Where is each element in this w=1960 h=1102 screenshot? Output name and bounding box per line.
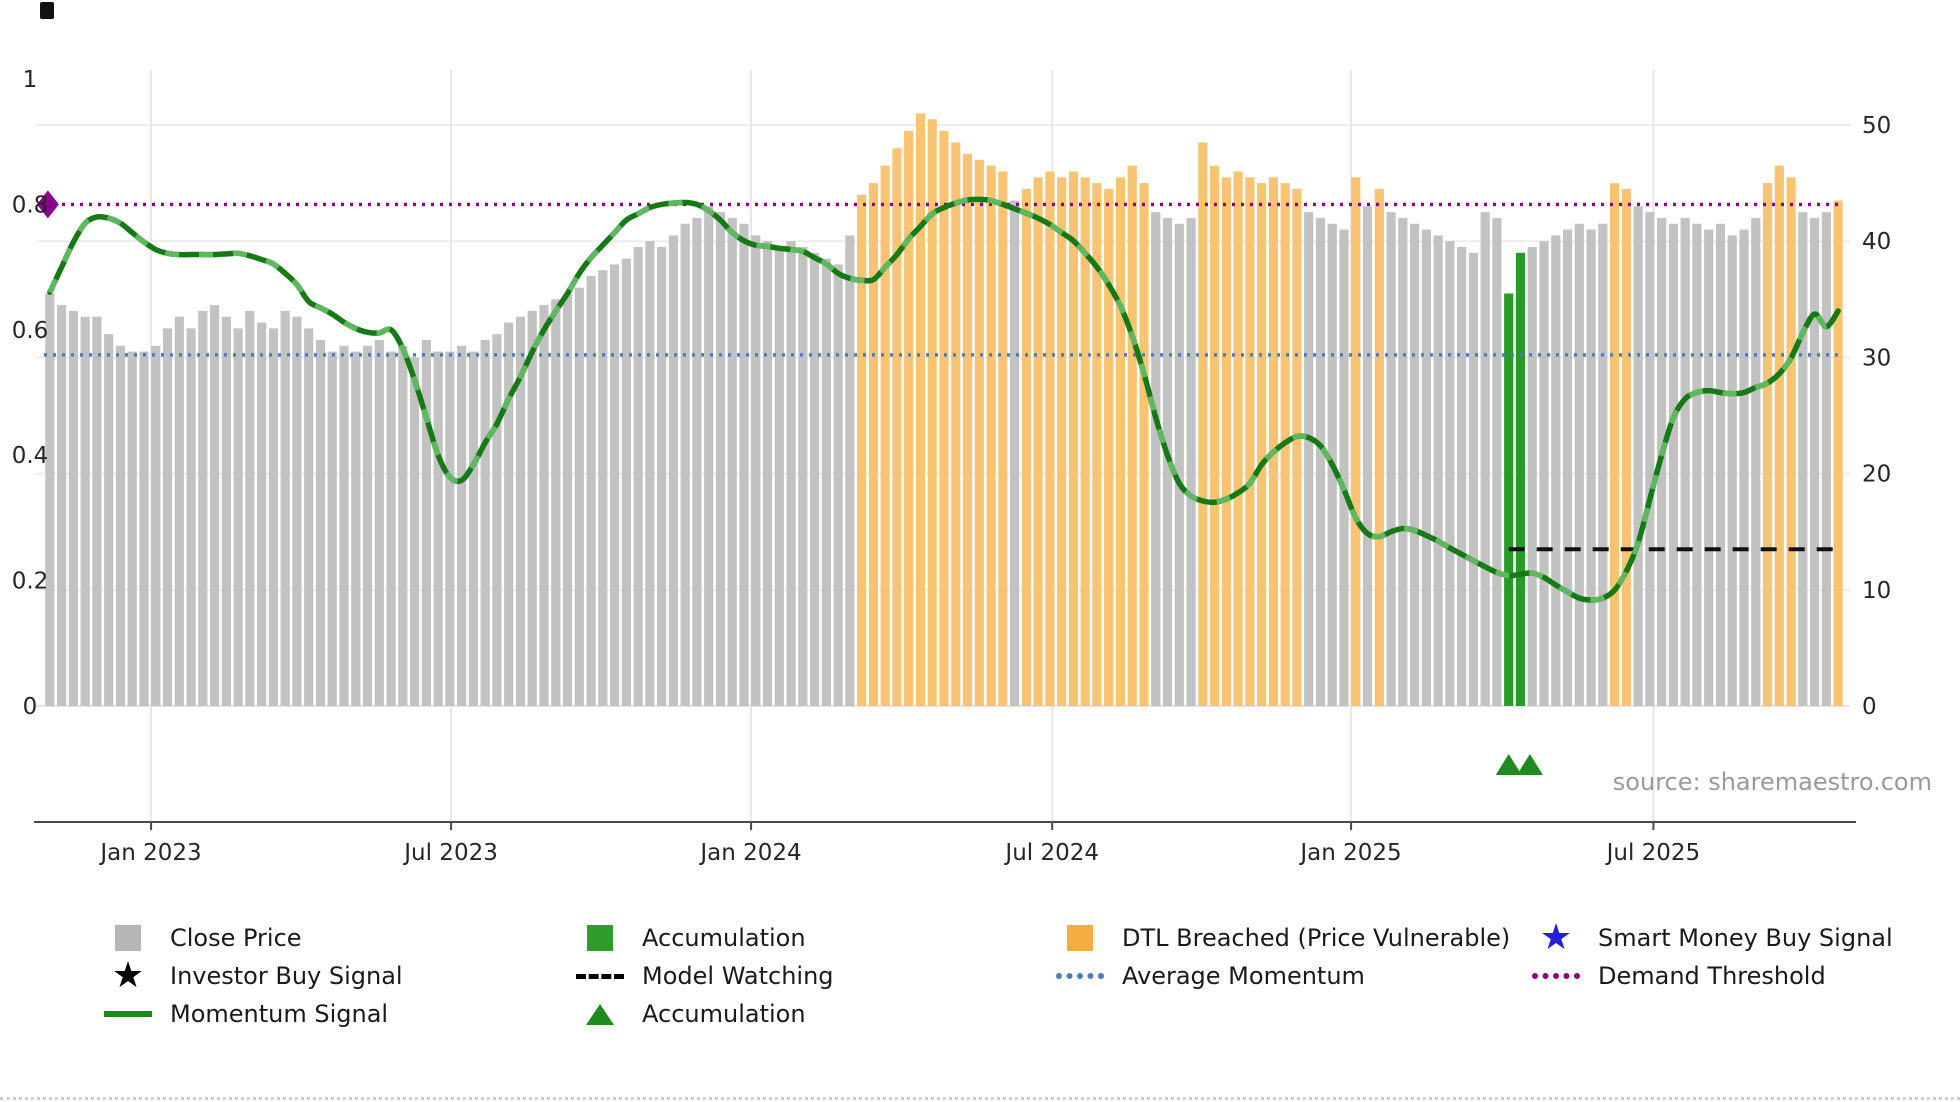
legend-label: Demand Threshold: [1598, 962, 1826, 990]
legend-item-model-watching: Model Watching: [572, 958, 834, 994]
svg-text:Jan 2024: Jan 2024: [698, 840, 801, 866]
svg-text:Jan 2025: Jan 2025: [1298, 840, 1401, 866]
svg-text:40: 40: [1862, 229, 1891, 255]
bottom-dotted-line: [0, 1097, 1960, 1100]
svg-text:10: 10: [1862, 578, 1891, 604]
svg-text:50: 50: [1862, 113, 1891, 139]
purple-dotted-line-icon: [1532, 973, 1580, 979]
price-momentum-chart: Jan 2023 Jul 2023 Jan 2024 Jul 2024 Jan 2025…: [12, 67, 1892, 866]
green-line-icon: [104, 1011, 152, 1017]
corner-mark: [40, 2, 54, 19]
legend-label: Investor Buy Signal: [170, 962, 403, 990]
legend-label: Smart Money Buy Signal: [1598, 924, 1893, 952]
legend-item-smart-money-buy-signal: ★ Smart Money Buy Signal: [1528, 920, 1893, 956]
green-square-icon: [587, 925, 613, 951]
svg-text:0.8: 0.8: [12, 192, 49, 218]
legend-item-dtl-breached: DTL Breached (Price Vulnerable): [1052, 920, 1510, 956]
legend-label: Close Price: [170, 924, 302, 952]
svg-text:0: 0: [1862, 694, 1877, 720]
source-note: source: sharemaestro.com: [1612, 768, 1932, 796]
svg-text:Jul 2025: Jul 2025: [1605, 840, 1701, 866]
svg-text:Jul 2023: Jul 2023: [402, 840, 498, 866]
legend-item-momentum-signal: Momentum Signal: [100, 996, 388, 1032]
svg-text:Jul 2024: Jul 2024: [1003, 840, 1099, 866]
svg-text:20: 20: [1862, 462, 1891, 488]
legend-item-accumulation-bar: Accumulation: [572, 920, 806, 956]
svg-text:Jan 2023: Jan 2023: [98, 840, 201, 866]
legend-item-demand-threshold: Demand Threshold: [1528, 958, 1826, 994]
svg-text:0.4: 0.4: [12, 443, 49, 469]
blue-star-icon: ★: [1539, 917, 1573, 958]
orange-square-icon: [1067, 925, 1093, 951]
legend-item-average-momentum: Average Momentum: [1052, 958, 1365, 994]
svg-text:0: 0: [23, 694, 38, 720]
legend-label: DTL Breached (Price Vulnerable): [1122, 924, 1511, 952]
svg-text:1: 1: [23, 67, 38, 93]
legend-item-close-price: Close Price: [100, 920, 302, 956]
blue-dotted-line-icon: [1056, 973, 1104, 979]
svg-text:0.2: 0.2: [12, 569, 49, 595]
black-star-icon: ★: [111, 955, 145, 996]
legend-label: Accumulation: [642, 1000, 806, 1028]
legend-label: Accumulation: [642, 924, 806, 952]
svg-text:30: 30: [1862, 345, 1891, 371]
legend-item-accumulation-marker: Accumulation: [572, 996, 806, 1032]
black-dash-icon: [576, 973, 624, 979]
legend-label: Momentum Signal: [170, 1000, 389, 1028]
legend-label: Average Momentum: [1122, 962, 1365, 990]
svg-text:0.6: 0.6: [12, 318, 49, 344]
green-triangle-icon: [586, 1003, 614, 1025]
legend-item-investor-buy-signal: ★ Investor Buy Signal: [100, 958, 403, 994]
gray-square-icon: [115, 925, 141, 951]
legend-label: Model Watching: [642, 962, 834, 990]
